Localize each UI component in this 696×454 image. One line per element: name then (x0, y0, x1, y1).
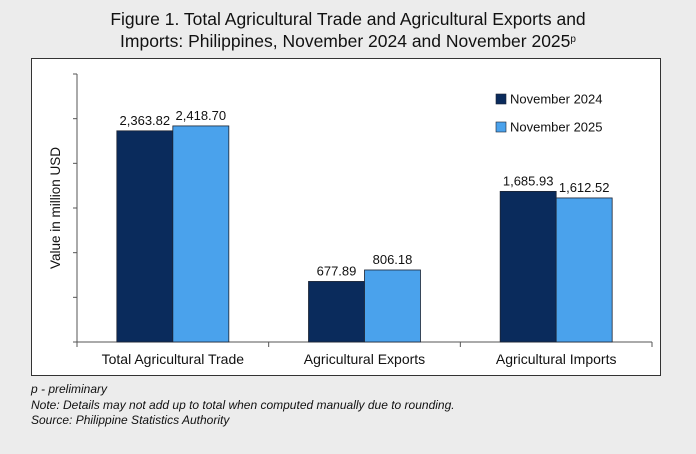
data-label: 2,418.70 (176, 108, 227, 123)
legend-swatch (495, 93, 507, 105)
data-label: 806.18 (373, 252, 413, 267)
chart-notes: p - preliminary Note: Details may not ad… (31, 382, 455, 429)
legend-label: November 2025 (510, 120, 603, 135)
data-label: 1,685.93 (503, 173, 554, 188)
title-line-1: Figure 1. Total Agricultural Trade and A… (110, 9, 586, 29)
bar-nov-2024-2 (499, 190, 557, 343)
bar-nov-2025-0 (172, 125, 230, 343)
data-label: 1,612.52 (559, 180, 610, 195)
bar-nov-2024-0 (116, 130, 174, 343)
rounding-note: Note: Details may not add up to total wh… (31, 397, 455, 412)
legend-label: November 2024 (510, 92, 603, 107)
y-axis-label: Value in million USD (48, 147, 63, 269)
legend-swatch (495, 121, 507, 133)
preliminary-note: p - preliminary (31, 382, 108, 396)
data-label: 2,363.82 (120, 113, 171, 128)
title-preliminary-mark: p (570, 34, 576, 45)
bar-nov-2025-1 (364, 269, 421, 343)
x-tick-label: Agricultural Imports (496, 351, 617, 367)
chart-title: Figure 1. Total Agricultural Trade and A… (0, 8, 696, 52)
data-label: 677.89 (317, 263, 357, 278)
x-tick-label: Total Agricultural Trade (102, 351, 245, 367)
title-line-2: Imports: Philippines, November 2024 and … (0, 30, 696, 52)
chart-frame: Value in million USD 2,363.82 2,418.70 Tota… (31, 58, 661, 376)
title-line-2-text: Imports: Philippines, November 2024 and … (120, 31, 571, 51)
bar-nov-2025-2 (555, 197, 613, 343)
source-note: Source: Philippine Statistics Authority (31, 413, 230, 427)
bar-chart: Value in million USD 2,363.82 2,418.70 Tota… (48, 73, 653, 367)
x-tick-label: Agricultural Exports (304, 351, 425, 367)
bar-nov-2024-1 (308, 281, 365, 343)
